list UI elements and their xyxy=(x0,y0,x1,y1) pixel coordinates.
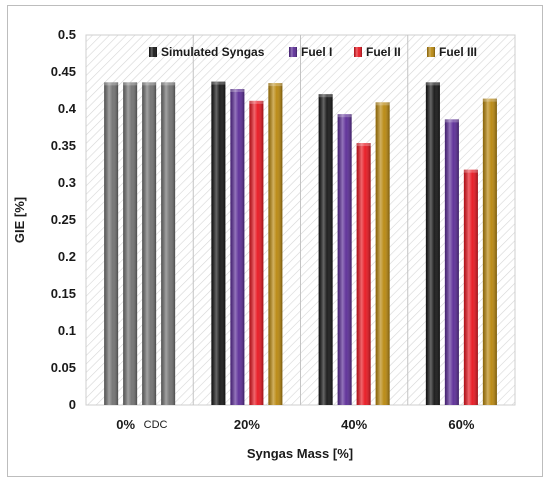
bar xyxy=(268,83,283,405)
bar xyxy=(482,98,497,405)
legend-item: Fuel II xyxy=(354,45,401,59)
legend-label: Simulated Syngas xyxy=(161,45,265,59)
legend-item: Simulated Syngas xyxy=(149,45,265,59)
bar xyxy=(123,82,138,406)
bar xyxy=(425,82,440,406)
bar xyxy=(318,94,333,405)
x-tick-sublabel: CDC xyxy=(144,419,168,431)
legend-item: Fuel III xyxy=(427,45,477,59)
bar xyxy=(337,114,352,406)
legend-label: Fuel I xyxy=(301,45,332,59)
legend-label: Fuel III xyxy=(439,45,477,59)
legend: Simulated Syngas Fuel I Fuel II Fuel III xyxy=(149,45,477,59)
y-tick-label: 0.15 xyxy=(51,286,76,301)
x-tick-labels: 0% CDC 20% 40% 60% xyxy=(116,417,475,432)
bar xyxy=(142,82,157,406)
bar xyxy=(104,82,119,406)
y-tick-label: 0.5 xyxy=(58,27,76,42)
x-axis-title: Syngas Mass [%] xyxy=(247,446,353,461)
y-tick-label: 0.05 xyxy=(51,360,76,375)
y-tick-label: 0.3 xyxy=(58,175,76,190)
legend-item: Fuel I xyxy=(289,45,332,59)
bar xyxy=(444,119,459,406)
bar xyxy=(463,169,478,405)
x-tick-label: 60% xyxy=(448,417,474,432)
y-tick-label: 0.2 xyxy=(58,249,76,264)
bar xyxy=(211,81,226,406)
y-tick-label: 0.4 xyxy=(58,101,77,116)
x-tick-label: 0% xyxy=(116,417,135,432)
bars-group xyxy=(104,81,497,406)
legend-label: Fuel II xyxy=(366,45,401,59)
x-tick-label: 20% xyxy=(234,417,260,432)
bar xyxy=(230,89,245,406)
x-tick-label: 40% xyxy=(341,417,367,432)
bar xyxy=(375,102,390,405)
y-tick-label: 0.1 xyxy=(58,323,76,338)
category-separators xyxy=(192,35,409,405)
y-axis-title: GIE [%] xyxy=(12,197,27,243)
bar xyxy=(161,82,176,406)
y-tick-label: 0.25 xyxy=(51,212,76,227)
bar xyxy=(356,143,371,406)
y-tick-label: 0 xyxy=(69,397,76,412)
y-tick-labels: 0 0.05 0.1 0.15 0.2 0.25 0.3 0.35 0.4 0.45 0.5 xyxy=(51,27,77,412)
y-tick-label: 0.45 xyxy=(51,64,76,79)
bar xyxy=(249,100,264,406)
y-tick-label: 0.35 xyxy=(51,138,76,153)
